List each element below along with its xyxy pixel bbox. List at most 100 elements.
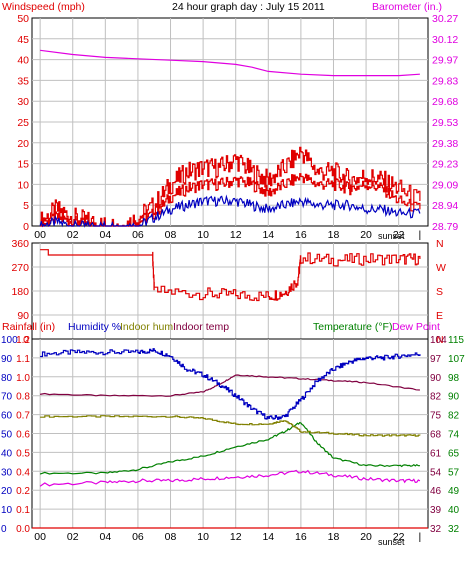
direction-deg-ticks: 360 270 180 90 0 (11, 238, 29, 346)
rain-tick-label: 0.2 (16, 486, 30, 497)
humidity-label: Humidity % (68, 321, 121, 333)
indoor-hum-line (40, 415, 421, 437)
baro-tick-label: 30.27 (432, 13, 458, 25)
compass-tick-label: N (436, 238, 444, 250)
x-tick-label: 20 (360, 229, 372, 241)
temp-outer-tick-label: 107 (448, 354, 465, 365)
humidity-tick-label: 40 (1, 448, 13, 459)
temperature-line (39, 421, 420, 475)
baro-tick-label: 29.38 (432, 138, 458, 150)
x-tick-label: 14 (262, 531, 274, 543)
barometer-axis-ticks: 30.27 30.12 29.97 29.83 29.68 29.53 29.38 29.23… (432, 13, 458, 233)
direction-tick-label: 90 (17, 310, 29, 322)
x-tick-label: 16 (295, 229, 307, 241)
wind-x-ticks: 00 02 04 06 08 10 12 14 16 18 20 22 | (34, 229, 421, 241)
x-tick-label: 04 (99, 531, 111, 543)
temp-outer-ticks: 115 107 98 90 82 74 65 57 49 40 32 (448, 335, 465, 535)
sunset-label-3: sunset (378, 537, 405, 547)
wind-tick-label: 50 (17, 13, 29, 25)
humidity-tick-label: 20 (1, 486, 13, 497)
x-tick-label: 06 (132, 229, 144, 241)
humidity-tick-label: 0 (1, 524, 7, 535)
humidity-tick-label: 80 (1, 373, 13, 384)
direction-tick-label: 270 (11, 262, 29, 274)
humidity-x-ticks: 00 02 04 06 08 10 12 14 16 18 20 22 | (34, 531, 421, 543)
humidity-tick-label: 50 (1, 430, 13, 441)
sunset-label-1: sunset (378, 231, 405, 241)
temp-inner-tick-label: 54 (430, 467, 442, 478)
indoor-hum-label: Indoor hum (120, 321, 173, 333)
baro-tick-label: 29.23 (432, 159, 458, 171)
indoor-temp-line (39, 374, 420, 397)
direction-line-day (152, 251, 421, 302)
rain-tick-label: 0.0 (16, 524, 30, 535)
x-tick-end: | (418, 229, 421, 241)
rain-tick-label: 1.2 (16, 335, 30, 346)
temp-outer-tick-label: 115 (448, 335, 464, 346)
baro-tick-label: 29.09 (432, 179, 458, 191)
temp-inner-tick-label: 68 (430, 430, 442, 441)
temp-inner-ticks: 104 97 90 82 75 68 61 54 46 39 32 (430, 335, 447, 535)
wind-tick-label: 30 (17, 96, 29, 108)
x-tick-label: 00 (34, 229, 46, 241)
temp-inner-tick-label: 90 (430, 373, 442, 384)
compass-tick-label: E (436, 310, 443, 322)
temp-outer-tick-label: 57 (448, 467, 460, 478)
x-tick-label: 22 (393, 229, 405, 241)
compass-tick-label: N (436, 334, 444, 346)
temp-inner-tick-label: 97 (430, 354, 442, 365)
rain-tick-label: 0.7 (16, 411, 30, 422)
humidity-tick-label: 90 (1, 354, 13, 365)
rain-tick-label: 0.5 (16, 448, 30, 459)
temp-inner-tick-label: 104 (430, 335, 447, 346)
temp-outer-tick-label: 40 (448, 505, 460, 516)
rainfall-label: Rainfall (in) (2, 321, 55, 333)
x-tick-label: 04 (99, 229, 111, 241)
baro-tick-label: 29.83 (432, 75, 458, 87)
humidity-series (32, 348, 428, 529)
temperature-label: Temperature (°F) (313, 321, 392, 333)
temp-outer-tick-label: 90 (448, 392, 460, 403)
x-tick-label: 14 (262, 229, 274, 241)
x-tick-label: 10 (197, 229, 209, 241)
baro-tick-label: 28.79 (432, 221, 458, 233)
indoor-temp-label: Indoor temp (173, 321, 229, 333)
rain-tick-label: 0.8 (16, 392, 30, 403)
wind-tick-label: 45 (17, 34, 29, 46)
temp-inner-tick-label: 32 (430, 524, 442, 535)
compass-tick-label: S (436, 286, 443, 298)
temp-inner-tick-label: 39 (430, 505, 442, 516)
temp-outer-tick-label: 74 (448, 430, 460, 441)
rain-axis-ticks: 1.2 1.1 1.0 0.8 0.7 0.6 0.5 0.4 0.2 0.1 0.0 (16, 335, 30, 535)
temp-outer-tick-label: 65 (448, 448, 460, 459)
rain-tick-label: 0.4 (16, 467, 30, 478)
wind-tick-label: 40 (17, 55, 29, 67)
baro-tick-label: 29.68 (432, 96, 458, 108)
wind-average-line (39, 194, 421, 228)
baro-tick-label: 30.12 (432, 34, 458, 46)
wind-tick-label: 0 (23, 221, 29, 233)
compass-tick-label: W (436, 262, 446, 274)
x-tick-label: 18 (328, 229, 340, 241)
x-tick-end: | (418, 531, 421, 543)
graph-title: 24 hour graph day : July 15 2011 (172, 1, 325, 13)
windspeed-label: Windspeed (mph) (2, 1, 85, 13)
wind-tick-label: 25 (17, 117, 29, 129)
temp-outer-tick-label: 32 (448, 524, 460, 535)
x-tick-label: 00 (34, 531, 46, 543)
humidity-tick-label: 10 (1, 505, 13, 516)
direction-tick-label: 180 (11, 286, 29, 298)
direction-series (40, 249, 421, 302)
wind-tick-label: 5 (23, 200, 29, 212)
wind-tick-label: 10 (17, 179, 29, 191)
humidity-tick-label: 30 (1, 467, 13, 478)
temp-inner-tick-label: 82 (430, 392, 442, 403)
rain-tick-label: 1.1 (16, 354, 30, 365)
x-tick-label: 06 (132, 531, 144, 543)
temp-outer-tick-label: 98 (448, 373, 460, 384)
rain-tick-label: 1.0 (16, 373, 30, 384)
baro-tick-label: 29.53 (432, 117, 458, 129)
